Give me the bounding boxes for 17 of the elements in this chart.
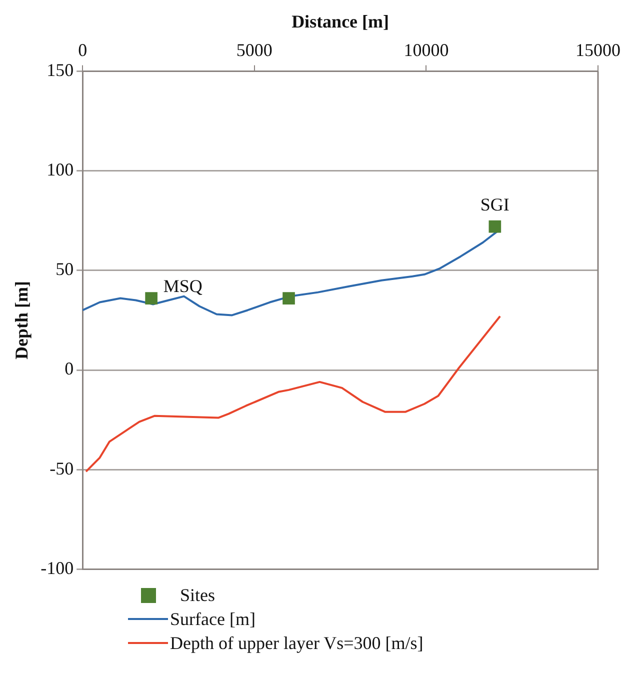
y-axis-title: Depth [m] [11,280,32,360]
x-tick-label: 5000 [236,40,272,60]
y-tick-label: 0 [64,358,74,379]
y-tick-label: 100 [46,160,74,180]
y-tick-label: 50 [56,259,74,280]
y-tick-label: 150 [46,60,74,80]
legend-label: Sites [180,584,216,606]
annotation: SGI [480,194,510,214]
legend-label: Depth of upper layer Vs=300 [m/s] [170,632,424,654]
x-tick-label: 15000 [576,40,620,60]
y-tick-label: -50 [50,458,74,478]
x-axis-title: Distance [m] [292,11,390,32]
x-tick-label: 10000 [404,40,449,60]
y-tick-label: -100 [40,558,74,578]
x-tick-label: 0 [78,40,88,60]
annotation: MSQ [163,276,202,296]
legend-label: Surface [m] [170,608,256,630]
